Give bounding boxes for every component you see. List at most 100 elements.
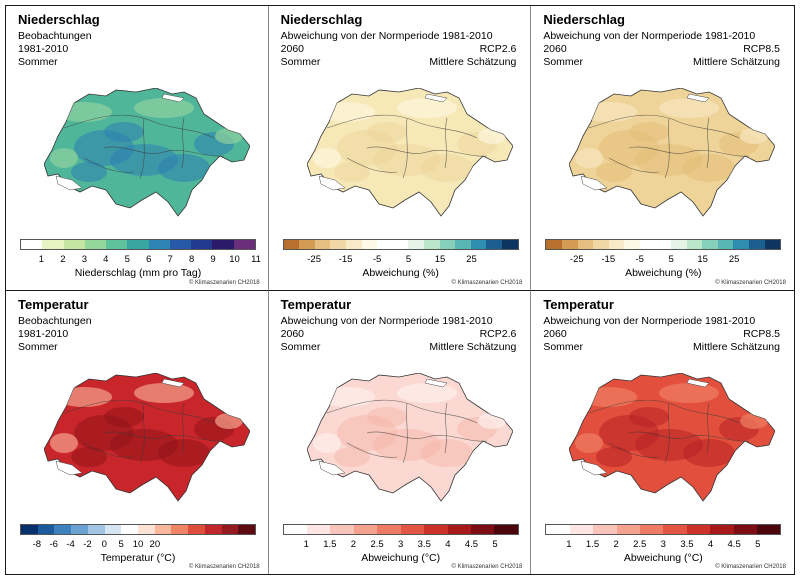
legend-color-step — [330, 525, 354, 534]
legend-color-step — [608, 240, 625, 249]
legend-color-step — [299, 240, 315, 249]
copyright-note: © Klimaszenarien CH2018 — [451, 280, 523, 286]
legend-tick-label: 2.5 — [370, 539, 384, 550]
switzerland-map — [44, 88, 250, 217]
legend-color-step — [408, 240, 424, 249]
legend-colorbar — [282, 239, 519, 250]
legend-unit-label: Abweichung (°C) — [623, 552, 703, 564]
legend-color-step — [42, 240, 64, 249]
legend-color-step — [314, 240, 331, 249]
panel-scenario-line: RCP2.6 — [479, 328, 517, 340]
copyright-note: © Klimaszenarien CH2018 — [715, 564, 786, 570]
legend-color-step — [188, 525, 205, 534]
lake — [686, 378, 710, 388]
legend-color-step — [138, 525, 155, 534]
panel-subtitle-line: Abweichung von der Normperiode 1981-2010 — [280, 30, 493, 42]
legend-tick-label: 20 — [149, 539, 161, 550]
legend-color-step — [733, 240, 750, 249]
legend-ticks: -8 -6 -4 -2 0 5 10 20 — [20, 539, 256, 551]
legend-color-step — [710, 525, 734, 534]
legend-tick-label: 6 — [146, 254, 152, 265]
legend-color-step — [330, 240, 347, 249]
legend-tick-label: 4.5 — [464, 539, 479, 550]
switzerland-map — [306, 88, 513, 217]
legend-color-step — [283, 240, 300, 249]
panel-subtitle-line: Abweichung von der Normperiode 1981-2010 — [543, 30, 756, 42]
panel-scenario-line: RCP8.5 — [743, 43, 780, 55]
panel-subtitle-line: Sommer — [18, 341, 58, 353]
panel-scenario-line: Mittlere Schätzung — [429, 56, 517, 68]
legend-tick-label: 0 — [101, 539, 107, 550]
legend-tick-label: 4 — [103, 254, 109, 265]
map-panel: Temperatur Abweichung von der Normperiode… — [268, 290, 532, 574]
copyright-note: © Klimaszenarien CH2018 — [188, 564, 260, 570]
legend-color-step — [455, 240, 471, 249]
panel-subtitle-line: 2060 — [543, 43, 567, 55]
legend-tick-label: 1 — [303, 539, 309, 550]
lake — [424, 378, 448, 388]
legend-color-step — [21, 525, 38, 534]
legend-tick-label: 5 — [492, 539, 498, 550]
lake — [318, 460, 346, 476]
legend-tick-label: -4 — [66, 539, 75, 550]
legend-tick-label: -5 — [372, 254, 382, 265]
legend-tick-label: 1 — [38, 254, 45, 265]
copyright-note: © Klimaszenarien CH2018 — [451, 564, 523, 570]
lake — [424, 93, 448, 103]
legend-tick-label: 15 — [434, 254, 446, 265]
panel-title: Niederschlag — [543, 12, 625, 27]
legend-color-step — [616, 525, 640, 534]
legend-unit-label: Abweichung (%) — [625, 267, 702, 279]
panel-subtitle-line: Sommer — [280, 341, 321, 353]
legend-color-step — [346, 240, 362, 249]
legend-color-step — [702, 240, 718, 249]
panel-scenario-line: RCP2.6 — [479, 43, 517, 55]
legend-color-step — [400, 525, 425, 534]
panel-subtitle-line: Abweichung von der Normperiode 1981-2010 — [280, 315, 493, 327]
legend-color-step — [169, 240, 192, 249]
panel-subtitle-line: 1981-2010 — [18, 328, 69, 340]
legend-color-step — [54, 525, 72, 534]
panel-subtitle-line: Abweichung von der Normperiode 1981-2010 — [543, 315, 756, 327]
legend-color-step — [639, 525, 664, 534]
map-panel: Niederschlag Abweichung von der Normperio… — [269, 6, 532, 290]
legend-tick-label: -25 — [307, 254, 321, 265]
map-panel: Niederschlag Beobachtungen 1981-2010 Sommer… — [6, 6, 269, 290]
panel-subtitle-line: 1981-2010 — [18, 43, 69, 55]
legend-tick-label: 5 — [118, 539, 124, 550]
legend-color-step — [749, 240, 765, 249]
legend-colorbar — [545, 524, 782, 535]
legend-tick-label: -2 — [83, 539, 92, 550]
legend-ticks: -25 -15 -5 5 15 25 — [545, 254, 781, 266]
panel-title: Niederschlag — [18, 12, 100, 27]
legend-color-step — [561, 240, 578, 249]
legend-tick-label: 4 — [707, 539, 714, 550]
legend-color-step — [546, 240, 562, 249]
legend-tick-label: -8 — [32, 539, 42, 550]
legend-tick-label: 15 — [697, 254, 708, 265]
panel-scenario-line: RCP8.5 — [743, 328, 780, 340]
legend-tick-label: 3 — [81, 254, 88, 265]
legend-tick-label: 9 — [210, 254, 216, 265]
legend-color-step — [470, 240, 487, 249]
legend-color-step — [63, 240, 85, 249]
map-panel-grid: Niederschlag Beobachtungen 1981-2010 Sommer… — [5, 5, 795, 575]
legend-tick-label: 1.5 — [323, 539, 337, 550]
legend-unit-label: Abweichung (%) — [362, 267, 439, 279]
legend-ticks: 1 2 3 4 5 6 7 8 9 10 11 — [20, 254, 261, 266]
lake — [580, 175, 608, 191]
legend-color-step — [593, 240, 609, 249]
legend-color-step — [686, 525, 711, 534]
switzerland-map — [569, 88, 776, 217]
legend-color-step — [569, 525, 594, 534]
panel-title: Temperatur — [543, 297, 614, 312]
legend-color-step — [84, 240, 107, 249]
legend-color-step — [191, 240, 213, 249]
legend-color-step — [447, 525, 471, 534]
legend-tick-label: 11 — [251, 254, 261, 265]
legend-color-step — [424, 240, 440, 249]
legend-tick-label: 3.5 — [417, 539, 431, 550]
legend-tick-label: -15 — [338, 254, 353, 265]
legend-color-step — [593, 525, 617, 534]
lake — [55, 175, 83, 191]
